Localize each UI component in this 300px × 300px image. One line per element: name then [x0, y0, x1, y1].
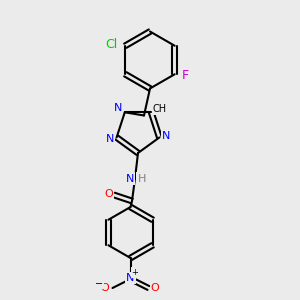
Text: N: N	[114, 103, 122, 113]
Text: Cl: Cl	[106, 38, 118, 51]
Text: N: N	[106, 134, 114, 144]
Text: +: +	[132, 268, 138, 277]
Text: O: O	[151, 283, 160, 293]
Text: CH: CH	[153, 104, 167, 114]
Text: H: H	[137, 173, 146, 184]
Text: N: N	[126, 273, 135, 283]
Text: O: O	[104, 189, 113, 200]
Text: F: F	[182, 69, 189, 82]
Text: N: N	[125, 173, 134, 184]
Text: −: −	[95, 278, 103, 289]
Text: O: O	[100, 283, 109, 293]
Text: N: N	[162, 131, 170, 141]
